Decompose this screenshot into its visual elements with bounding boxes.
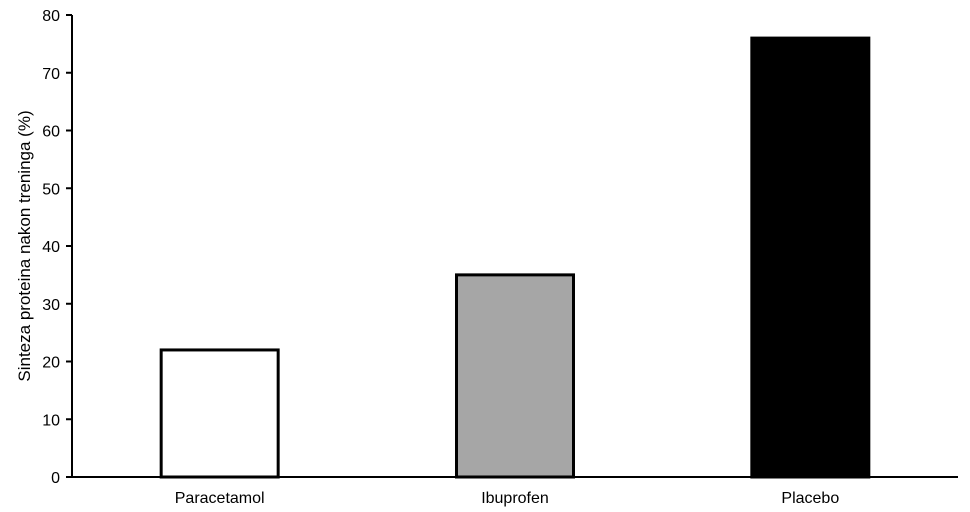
y-tick-label: 60 <box>42 124 60 141</box>
x-category-label: Paracetamol <box>175 490 265 507</box>
y-axis-ticks: 0 10 20 30 40 50 60 70 80 <box>42 8 72 487</box>
bars <box>159 36 871 479</box>
y-tick-label: 0 <box>51 470 60 487</box>
bar-paracetamol <box>159 348 280 479</box>
x-category-label: Placebo <box>781 490 839 507</box>
y-tick-label: 20 <box>42 355 60 372</box>
bar-ibuprofen <box>455 273 575 479</box>
bar-placebo <box>750 36 871 479</box>
y-tick-label: 80 <box>42 8 60 25</box>
y-tick-label: 40 <box>42 239 60 256</box>
y-tick-label: 70 <box>42 66 60 83</box>
y-tick-label: 10 <box>42 412 60 429</box>
x-axis-category-labels: Paracetamol Ibuprofen Placebo <box>175 490 840 507</box>
y-axis-title: Sinteza proteina nakon treninga (%) <box>15 110 34 381</box>
x-category-label: Ibuprofen <box>481 490 549 507</box>
y-tick-label: 30 <box>42 297 60 314</box>
y-tick-label: 50 <box>42 181 60 198</box>
